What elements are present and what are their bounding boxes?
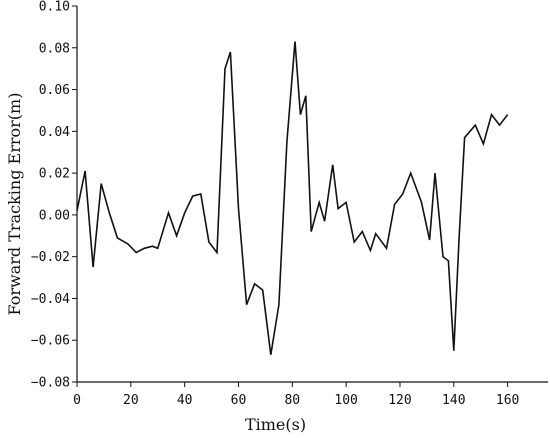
y-tick-label: −0.08 [31, 376, 70, 391]
y-tick-label: 0.10 [39, 0, 70, 15]
x-tick-label: 80 [284, 393, 300, 408]
y-tick-label: −0.06 [31, 334, 70, 349]
x-tick-label: 100 [334, 393, 357, 408]
y-tick-label: 0.00 [39, 208, 70, 223]
y-tick-label: −0.02 [31, 250, 70, 265]
x-tick-label: 20 [123, 393, 139, 408]
x-tick-label: 60 [231, 393, 247, 408]
series-line-0 [76, 41, 509, 355]
y-tick-label: 0.02 [39, 167, 70, 182]
x-tick-label: 0 [73, 393, 81, 408]
x-tick-label: 140 [442, 393, 465, 408]
y-tick-label: −0.04 [31, 292, 70, 307]
x-tick-label: 40 [177, 393, 193, 408]
x-axis-title: Time(s) [245, 415, 306, 434]
x-tick-label: 120 [388, 393, 411, 408]
y-tick-label: 0.08 [39, 41, 70, 56]
y-tick-label: 0.06 [39, 83, 70, 98]
y-axis-title: Forward Tracking Error(m) [5, 93, 24, 316]
y-tick-label: 0.04 [39, 125, 70, 140]
x-tick-label: 160 [496, 393, 519, 408]
